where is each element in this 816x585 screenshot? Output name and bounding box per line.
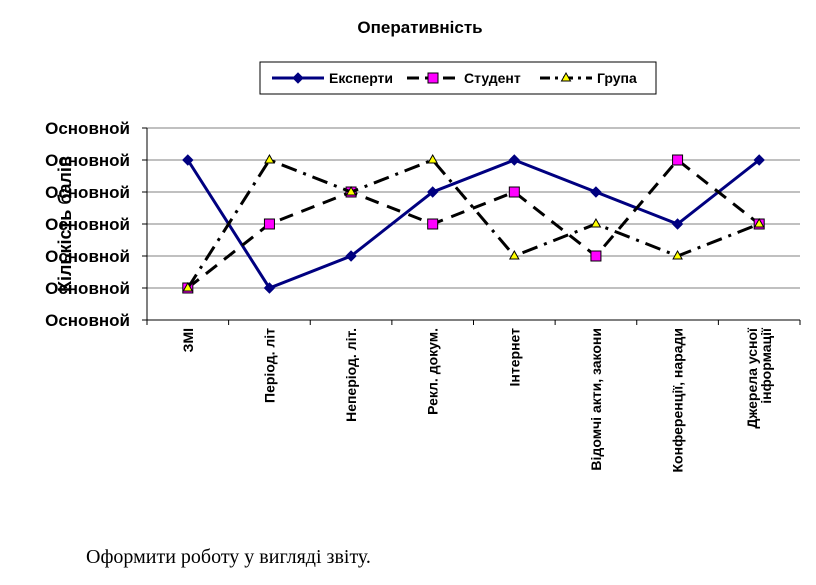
data-point	[672, 249, 683, 260]
y-tick-labels: Основной Основной Основной Основной Основной…	[45, 119, 130, 330]
data-point	[264, 153, 275, 164]
x-tick-label: Джерела усноїінформації	[744, 327, 774, 429]
legend-label: Експерти	[329, 70, 393, 86]
y-tick-label: Основной	[45, 247, 130, 266]
data-point	[182, 281, 194, 292]
series-line	[186, 158, 761, 290]
data-point	[345, 250, 357, 262]
data-point	[427, 72, 439, 84]
legend-label: Група	[597, 70, 637, 86]
x-tick-label: Відомчі акти, закони	[588, 328, 604, 471]
x-tick-label: Конференції, наради	[670, 328, 686, 472]
x-tick-labels: ЗМІ Період. літ Неперіод. літ. Рекл. докум.…	[180, 327, 774, 473]
y-axis-label: Кількість балів	[55, 156, 75, 292]
y-tick-label: Основной	[45, 119, 130, 138]
y-tick-label: Основной	[45, 215, 130, 234]
series-line	[186, 157, 761, 290]
data-point	[427, 218, 439, 230]
y-tick-label: Основной	[45, 183, 130, 202]
data-point	[292, 72, 304, 84]
chart-title: Оперативність	[357, 18, 482, 37]
data-point	[263, 282, 276, 294]
data-point	[590, 217, 602, 228]
caption-text: Оформити роботу у вигляді звіту.	[86, 546, 371, 568]
data-point	[345, 185, 357, 196]
x-tick-label: Рекл. докум.	[425, 328, 441, 415]
data-point	[427, 153, 439, 164]
data-point	[263, 218, 275, 230]
x-tick-label: Інтернет	[506, 328, 522, 387]
legend-label: Студент	[464, 70, 521, 86]
x-tick-label: ЗМІ	[180, 328, 196, 352]
axes	[142, 127, 801, 325]
data-point	[672, 154, 684, 166]
data-point	[560, 71, 572, 82]
data-point	[753, 154, 765, 166]
data-point	[671, 218, 684, 230]
data-point	[753, 217, 765, 228]
y-tick-label: Основной	[45, 279, 130, 298]
x-tick-label: Період. літ	[261, 328, 277, 403]
x-tick-label: Неперіод. літ.	[343, 328, 359, 422]
series-group	[182, 153, 765, 294]
series-line	[186, 158, 760, 289]
series-Група	[182, 153, 765, 292]
data-point	[508, 186, 520, 198]
y-tick-label: Основной	[45, 151, 130, 170]
line-chart: Оперативність Експерти Студент Група Основ…	[45, 18, 801, 473]
data-point	[182, 154, 194, 166]
series-Експерти	[182, 154, 765, 294]
data-point	[426, 186, 439, 198]
data-point	[508, 154, 521, 166]
y-tick-label: Основной	[45, 311, 130, 330]
gridlines	[147, 127, 800, 289]
data-point	[508, 249, 520, 260]
legend: Експерти Студент Група	[259, 61, 657, 95]
data-point	[590, 186, 602, 198]
data-point	[590, 250, 602, 262]
